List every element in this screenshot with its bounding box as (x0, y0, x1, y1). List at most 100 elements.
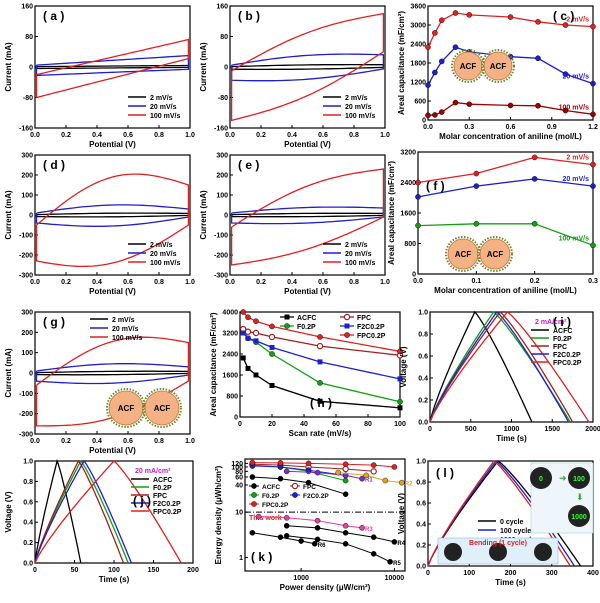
x-tick-label: 100 (394, 421, 406, 428)
y-tick-label: 0 (29, 371, 33, 378)
series-line (35, 54, 190, 77)
data-point (535, 102, 541, 109)
x-tick-label: 0.0 (225, 132, 235, 139)
data-point (240, 330, 246, 336)
y-tick-label: -80 (23, 95, 33, 102)
acf-fiber (447, 238, 479, 270)
legend-label: 2 mV/s (112, 317, 135, 324)
y-tick-label: 0.4 (418, 376, 428, 383)
x-axis-label: Scan rate (mV/s) (289, 429, 352, 438)
reference-label: R5 (393, 561, 401, 567)
data-point (531, 176, 538, 182)
y-tick-label: 3200 (400, 150, 416, 157)
data-point (391, 464, 398, 470)
x-tick-label: 1.0 (380, 279, 390, 286)
series-line (417, 223, 594, 246)
acf-label: ACF (490, 62, 507, 71)
x-tick-label: 0.0 (225, 279, 235, 286)
y-tick-label: -200 (19, 253, 33, 260)
data-point (387, 558, 393, 565)
x-tick-label: 0.6 (318, 132, 328, 139)
y-tick-label: 3600 (410, 4, 426, 11)
y-axis-label: Current (mA) (199, 42, 208, 92)
x-axis-label: Potential (V) (89, 140, 136, 149)
data-point (397, 348, 403, 355)
y-tick-label: 1800 (410, 61, 426, 68)
x-tick-label: 0.2 (530, 278, 540, 285)
data-point (342, 465, 349, 473)
data-point (398, 479, 405, 486)
data-point (277, 460, 284, 466)
data-point (317, 334, 323, 340)
y-axis-label: Current (mA) (4, 42, 13, 92)
x-tick-label: 2000 (585, 426, 600, 433)
data-point (305, 460, 312, 467)
y-tick-label: 300 (21, 153, 33, 160)
data-point (251, 501, 257, 507)
data-point (452, 10, 459, 16)
legend-label: 100 cycles (500, 528, 535, 535)
data-point (359, 525, 365, 531)
panel-label: ( e ) (238, 158, 259, 172)
y-tick-label: 0 (234, 415, 238, 422)
data-point (507, 102, 514, 109)
data-point (292, 492, 298, 498)
plot-frame (239, 311, 401, 418)
panel-b: 0.0 0.2 0.4 0.6 0.8 1.0 -160 -80 0 80 160 Potential… (199, 4, 390, 150)
panel-label: ( b ) (238, 9, 260, 23)
y-tick-label: 0.2 (416, 543, 426, 550)
data-point (342, 529, 349, 536)
y-axis-label: Current (mA) (4, 348, 13, 398)
panel-j: 0 50 100 150 200 0.0 0.2 0.4 0.6 0.8 1.0 Time (s) Vo… (4, 459, 199, 585)
x-tick-label: 0 (238, 421, 242, 428)
fiber-coating (477, 236, 513, 272)
data-point (305, 479, 312, 486)
y-tick-label: 100 (231, 464, 243, 471)
legend-label: 100 mV/s (150, 113, 180, 120)
panel-l: 0 100 200 300 400 0.0 0.2 0.4 0.6 0.8 1.0 Time (s) V… (397, 459, 599, 588)
data-point (343, 313, 351, 321)
data-point (314, 536, 321, 543)
panel-g: 0.0 0.2 0.4 0.6 0.8 1.0 -300 -200 -100 0 100 200 300… (4, 310, 195, 456)
y-tick-label: 0.0 (23, 561, 33, 568)
data-point (535, 55, 541, 62)
x-axis-label: Time (s) (496, 434, 527, 443)
legend-label: FPC (553, 344, 567, 351)
data-point (269, 351, 275, 357)
panel-label: ( g ) (43, 315, 65, 329)
acf-fiber (108, 390, 144, 426)
data-point (425, 112, 431, 119)
y-tick-label: 0 (224, 213, 228, 220)
cycle-label: 100 (573, 476, 585, 483)
data-point (452, 99, 459, 106)
y-tick-label: 80 (220, 34, 228, 41)
y-tick-label: -300 (19, 273, 33, 280)
data-point (432, 112, 438, 118)
legend-label: FPC0.2P (262, 502, 289, 509)
y-tick-label: 40 (235, 482, 243, 489)
fiber-coating (142, 388, 182, 428)
legend-label: FPC (357, 315, 371, 322)
acf-fiber (144, 390, 180, 426)
y-tick-label: 200 (21, 173, 33, 180)
data-point (438, 109, 445, 115)
x-tick-label: 1000 (293, 575, 309, 582)
bending-photo (444, 543, 462, 561)
y-tick-label: 1600 (222, 373, 238, 380)
panel-label: ( j ) (133, 494, 151, 508)
data-point (317, 380, 323, 386)
series-label: 20 mV/s (563, 176, 590, 183)
y-tick-label: 300 (216, 153, 228, 160)
data-point (342, 540, 349, 547)
y-axis-label: Current (mA) (199, 190, 208, 240)
data-point (342, 477, 349, 484)
y-tick-label: -100 (19, 391, 33, 398)
series-line (429, 310, 533, 423)
series-line (35, 212, 190, 218)
y-tick-label: 1.0 (416, 459, 426, 466)
y-tick-label: 0 (412, 272, 416, 279)
y-tick-label: 4000 (222, 310, 238, 317)
panel-e: 0.0 0.2 0.4 0.6 0.8 1.0 -300 -200 -100 0 100 200 300… (199, 153, 390, 297)
data-point (240, 355, 246, 361)
data-point (253, 318, 259, 324)
